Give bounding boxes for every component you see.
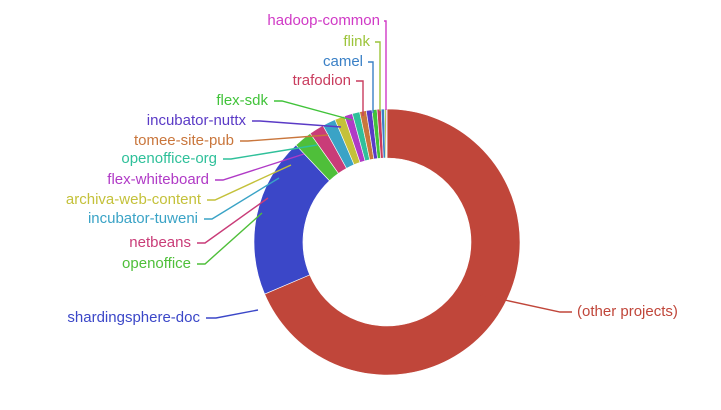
leader-line-shardingsphere-doc: [206, 309, 259, 319]
slice-label-openoffice: openoffice: [122, 255, 191, 272]
slice-label-tomee-site-pub: tomee-site-pub: [134, 132, 234, 149]
leader-line-incubator-tuweni: [204, 177, 280, 220]
leader-line-flex-whiteboard: [215, 153, 305, 181]
slice-label-flex-whiteboard: flex-whiteboard: [107, 171, 209, 188]
leader-line-archiva-web-content: [207, 164, 292, 201]
leader-line-tomee-site-pub: [240, 134, 329, 142]
slice-label-incubator-nuttx: incubator-nuttx: [147, 112, 247, 129]
slice-other-projects[interactable]: [264, 108, 521, 376]
slice-label-other-projects: (other projects): [577, 303, 678, 320]
leader-line-flink: [375, 41, 381, 111]
slice-label-archiva-web-content: archiva-web-content: [66, 191, 202, 208]
leader-line-hadoop-common: [384, 20, 387, 110]
slice-label-hadoop-common: hadoop-common: [267, 12, 380, 29]
leader-line-other-projects: [462, 290, 572, 313]
slice-label-trafodion: trafodion: [293, 72, 351, 89]
slice-label-camel: camel: [323, 53, 363, 70]
slice-label-flink: flink: [343, 33, 370, 50]
leader-line-camel: [368, 61, 374, 113]
slice-hadoop-common[interactable]: [385, 108, 388, 159]
slice-label-flex-sdk: flex-sdk: [216, 92, 268, 109]
leader-line-trafodion: [356, 80, 364, 116]
slice-label-shardingsphere-doc: shardingsphere-doc: [67, 309, 200, 326]
leader-line-incubator-nuttx: [252, 120, 342, 128]
slice-label-netbeans: netbeans: [129, 234, 191, 251]
leader-line-flex-sdk: [274, 100, 353, 121]
leader-line-openoffice: [197, 212, 263, 265]
leader-line-netbeans: [197, 197, 269, 244]
slice-label-incubator-tuweni: incubator-tuweni: [88, 210, 198, 227]
slice-label-openoffice-org: openoffice-org: [121, 150, 217, 167]
leader-line-openoffice-org: [223, 144, 318, 160]
